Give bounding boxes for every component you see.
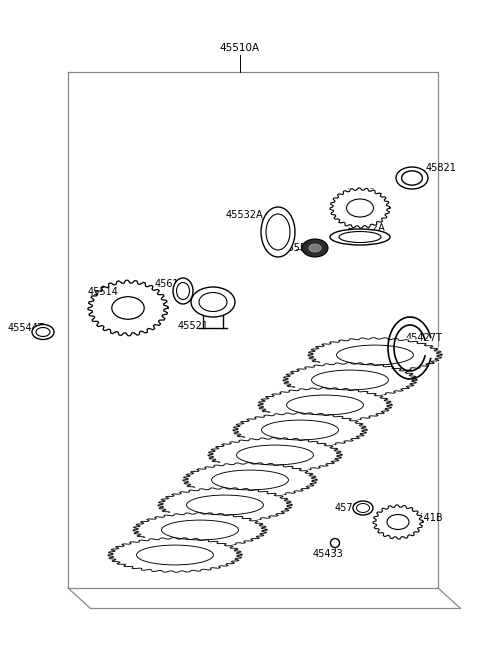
Text: 45521: 45521 — [178, 321, 208, 331]
Ellipse shape — [177, 283, 190, 300]
Text: 45524A: 45524A — [213, 473, 251, 483]
Ellipse shape — [357, 504, 370, 512]
Ellipse shape — [237, 445, 313, 465]
Text: 45541B: 45541B — [406, 513, 444, 523]
Ellipse shape — [372, 504, 424, 540]
Ellipse shape — [287, 395, 363, 415]
Text: 45821: 45821 — [426, 163, 457, 173]
Ellipse shape — [339, 232, 381, 243]
Ellipse shape — [112, 297, 144, 319]
Ellipse shape — [353, 501, 373, 515]
Ellipse shape — [199, 293, 227, 312]
Ellipse shape — [181, 461, 319, 499]
Text: 45510A: 45510A — [220, 43, 260, 53]
Ellipse shape — [336, 345, 413, 365]
Ellipse shape — [32, 325, 54, 340]
Ellipse shape — [191, 287, 235, 317]
Ellipse shape — [309, 244, 321, 252]
Text: 45611: 45611 — [155, 279, 185, 289]
Ellipse shape — [261, 207, 295, 257]
Ellipse shape — [256, 386, 394, 424]
Text: 45514: 45514 — [87, 287, 119, 297]
Text: 45385B: 45385B — [269, 243, 307, 253]
Ellipse shape — [396, 167, 428, 189]
Ellipse shape — [36, 327, 50, 337]
Ellipse shape — [347, 199, 373, 217]
Ellipse shape — [136, 545, 214, 565]
Ellipse shape — [212, 470, 288, 490]
Ellipse shape — [266, 214, 290, 250]
Ellipse shape — [87, 279, 169, 337]
Text: 45427T: 45427T — [406, 333, 443, 343]
Ellipse shape — [187, 495, 264, 515]
Ellipse shape — [106, 536, 244, 574]
Text: 45513: 45513 — [345, 188, 376, 198]
Ellipse shape — [330, 229, 390, 245]
Text: 45798: 45798 — [335, 503, 365, 513]
Ellipse shape — [131, 511, 269, 549]
Text: 45433: 45433 — [312, 549, 343, 559]
Ellipse shape — [173, 278, 193, 304]
Text: 45532A: 45532A — [225, 210, 263, 220]
Ellipse shape — [156, 485, 294, 524]
Text: 45522A: 45522A — [348, 223, 386, 233]
Ellipse shape — [306, 336, 444, 375]
Ellipse shape — [231, 411, 369, 449]
Ellipse shape — [206, 436, 344, 474]
Ellipse shape — [402, 171, 422, 185]
Ellipse shape — [329, 187, 391, 229]
Ellipse shape — [281, 361, 419, 400]
Ellipse shape — [387, 514, 409, 529]
Ellipse shape — [262, 420, 338, 440]
Ellipse shape — [162, 520, 239, 540]
Ellipse shape — [312, 370, 388, 390]
Text: 45544T: 45544T — [8, 323, 44, 333]
Ellipse shape — [302, 239, 328, 257]
